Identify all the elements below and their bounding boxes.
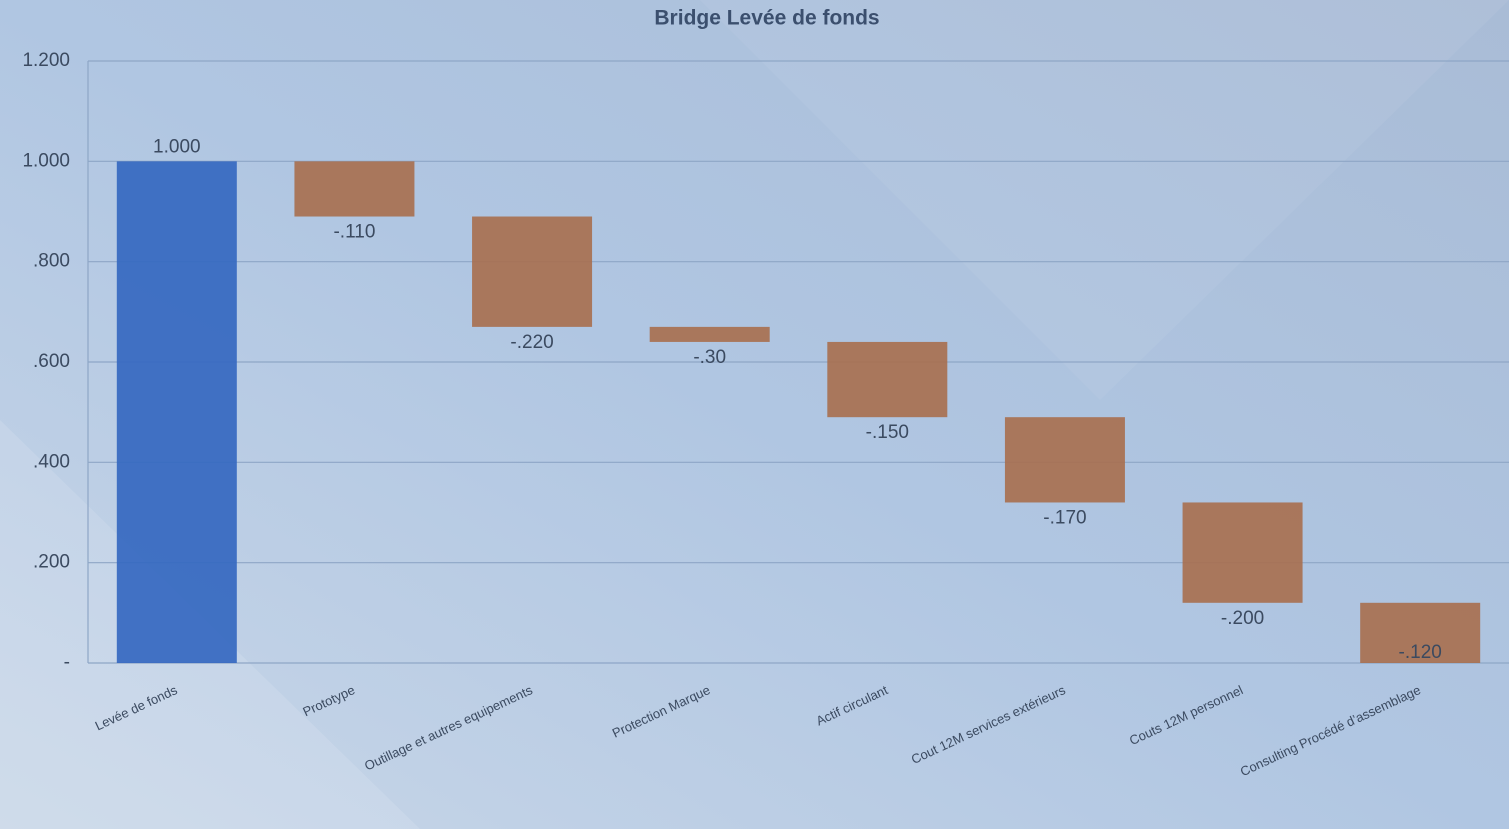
data-label: -.220 bbox=[510, 332, 553, 353]
data-label: 1.000 bbox=[153, 136, 201, 157]
y-tick-label: .400 bbox=[33, 451, 70, 472]
y-tick-label: - bbox=[64, 652, 70, 673]
y-tick-label: .200 bbox=[33, 552, 70, 573]
bar bbox=[827, 341, 948, 418]
y-tick-label: 1.000 bbox=[22, 150, 70, 171]
bar bbox=[116, 161, 237, 664]
bar bbox=[649, 326, 770, 342]
chart-title: Bridge Levée de fonds bbox=[654, 7, 879, 30]
y-tick-label: .800 bbox=[33, 251, 70, 272]
bar bbox=[1360, 602, 1481, 663]
data-label: -.110 bbox=[333, 222, 375, 243]
data-label: -.150 bbox=[866, 422, 909, 443]
data-label: -.30 bbox=[693, 347, 726, 368]
y-tick-label: .600 bbox=[33, 351, 70, 372]
bar bbox=[1182, 502, 1303, 603]
y-tick-label: 1.200 bbox=[22, 50, 70, 71]
bar bbox=[472, 216, 593, 327]
data-label: -.170 bbox=[1043, 507, 1086, 528]
bar bbox=[294, 161, 415, 217]
data-label: -.120 bbox=[1399, 642, 1442, 663]
data-label: -.200 bbox=[1221, 608, 1264, 629]
bar bbox=[1004, 417, 1125, 503]
background-shape bbox=[700, 0, 1509, 400]
